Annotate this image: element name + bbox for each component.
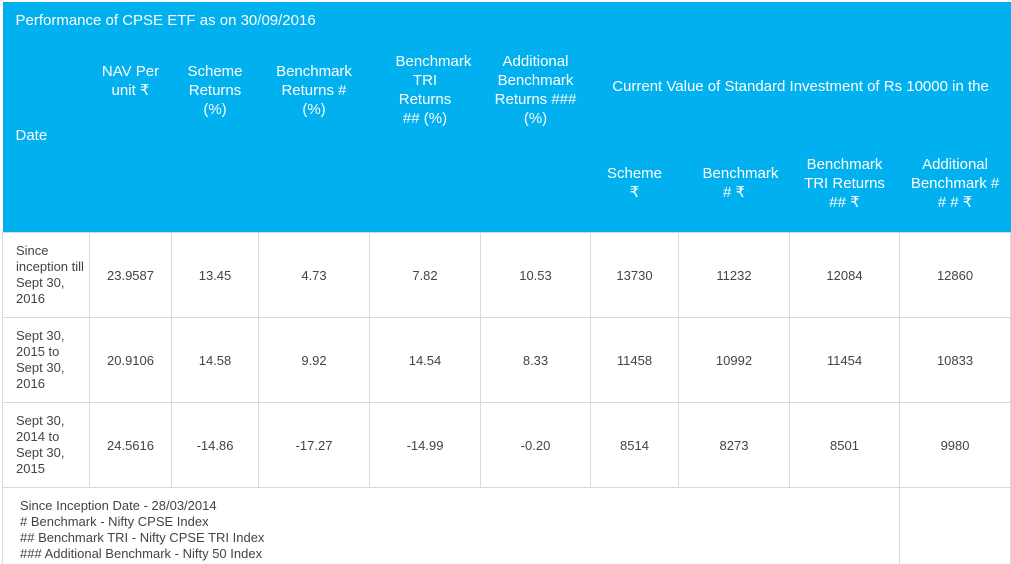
- notes-row: Since Inception Date - 28/03/2014 # Benc…: [2, 487, 1011, 564]
- title-row: Performance of CPSE ETF as on 30/09/2016: [2, 2, 1011, 38]
- table-title: Performance of CPSE ETF as on 30/09/2016: [15, 11, 316, 29]
- notes-empty-cell: [898, 487, 1011, 564]
- cell-benchmark-returns: 4.73: [258, 232, 370, 318]
- cell-scheme-returns: 13.45: [171, 232, 259, 318]
- cell-cv-additional-benchmark: 9980: [898, 402, 1011, 488]
- cell-date: Sept 30, 2014 to Sept 30, 2015: [2, 402, 90, 488]
- header-scheme-returns: Scheme Returns (%): [187, 63, 243, 118]
- cell-cv-benchmark: 8273: [678, 402, 790, 488]
- cell-additional-benchmark-returns: -0.20: [480, 402, 591, 488]
- header-benchmark-returns: Benchmark Returns # (%): [276, 63, 352, 118]
- header-cv-benchmark-tri: Benchmark TRI Returns ## ₹: [804, 155, 885, 211]
- header-nav: NAV Per unit ₹: [101, 63, 160, 99]
- cell-cv-benchmark: 10992: [678, 317, 790, 403]
- cell-scheme-returns: 14.58: [171, 317, 259, 403]
- cell-cv-scheme: 13730: [590, 232, 679, 318]
- header-cv-scheme: Scheme ₹: [606, 165, 663, 201]
- table-row: Sept 30, 2015 to Sept 30, 2016 20.9106 1…: [2, 317, 1011, 403]
- cell-benchmark-tri-returns: 7.82: [369, 232, 481, 318]
- cell-benchmark-tri-returns: 14.54: [369, 317, 481, 403]
- cell-benchmark-tri-returns: -14.99: [369, 402, 481, 488]
- notes: Since Inception Date - 28/03/2014 # Benc…: [3, 488, 899, 562]
- note-benchmark: # Benchmark - Nifty CPSE Index: [20, 514, 209, 529]
- cell-date: Sept 30, 2015 to Sept 30, 2016: [2, 317, 90, 403]
- cell-cv-additional-benchmark: 10833: [898, 317, 1011, 403]
- cell-nav: 23.9587: [89, 232, 172, 318]
- cell-cv-additional-benchmark: 12860: [898, 232, 1011, 318]
- header-benchmark-tri-returns: Benchmark TRI Returns ## (%): [395, 53, 472, 127]
- cell-date: Since inception till Sept 30, 2016: [2, 232, 90, 318]
- cell-cv-scheme: 11458: [590, 317, 679, 403]
- note-inception-date: Since Inception Date - 28/03/2014: [20, 498, 217, 513]
- header-row: Date NAV Per unit ₹ Scheme Returns (%) B…: [2, 38, 1011, 144]
- note-additional-benchmark: ### Additional Benchmark - Nifty 50 Inde…: [20, 546, 263, 561]
- header-cv-additional-benchmark: Additional Benchmark # # # ₹: [910, 155, 1000, 211]
- cell-additional-benchmark-returns: 10.53: [480, 232, 591, 318]
- cell-cv-scheme: 8514: [590, 402, 679, 488]
- cell-benchmark-returns: 9.92: [258, 317, 370, 403]
- table-row: Sept 30, 2014 to Sept 30, 2015 24.5616 -…: [2, 402, 1011, 488]
- cell-cv-benchmark-tri: 11454: [789, 317, 900, 403]
- cell-cv-benchmark-tri: 12084: [789, 232, 900, 318]
- cell-scheme-returns: -14.86: [171, 402, 259, 488]
- cell-cv-benchmark: 11232: [678, 232, 790, 318]
- cell-cv-benchmark-tri: 8501: [789, 402, 900, 488]
- header-date: Date: [15, 126, 48, 144]
- header-cv-benchmark: Benchmark # ₹: [702, 165, 779, 201]
- cell-benchmark-returns: -17.27: [258, 402, 370, 488]
- table-row: Since inception till Sept 30, 2016 23.95…: [2, 232, 1011, 318]
- header-additional-benchmark-returns: Additional Benchmark Returns ### (%): [494, 53, 577, 127]
- header-current-value: Current Value of Standard Investment of …: [612, 77, 989, 95]
- cell-additional-benchmark-returns: 8.33: [480, 317, 591, 403]
- cell-nav: 20.9106: [89, 317, 172, 403]
- note-benchmark-tri: ## Benchmark TRI - Nifty CPSE TRI Index: [20, 530, 265, 545]
- cell-nav: 24.5616: [89, 402, 172, 488]
- notes-cell: Since Inception Date - 28/03/2014 # Benc…: [2, 487, 900, 564]
